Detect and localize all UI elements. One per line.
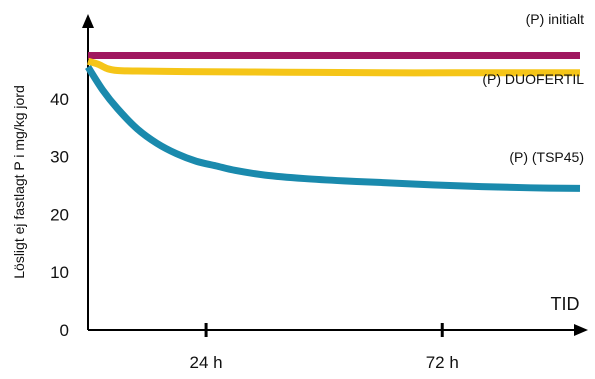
y-ticks: 0 10 20 30 40	[50, 90, 69, 340]
x-axis-label: TID	[551, 294, 580, 314]
series-layer	[85, 51, 581, 192]
y-tick-label: 10	[50, 263, 69, 282]
x-tick-label: 72 h	[426, 353, 459, 372]
series-label-duofertil: (P) DUOFERTIL	[482, 71, 584, 87]
series-line-duofertil	[87, 57, 580, 77]
series-label-initialt: (P) initialt	[526, 11, 584, 27]
y-tick-label: 0	[60, 321, 69, 340]
y-tick-label: 40	[50, 90, 69, 109]
x-tick-label: 24 h	[190, 353, 223, 372]
y-tick-label: 30	[50, 148, 69, 167]
y-axis-arrow	[82, 14, 94, 28]
axes	[82, 14, 588, 336]
series-labels: (P) initialt (P) DUOFERTIL (P) (TSP45)	[482, 11, 584, 165]
y-tick-label: 20	[50, 205, 69, 224]
x-axis-arrow	[574, 324, 588, 336]
y-axis-label: Lösligt ej fastlagt P i mg/kg jord	[11, 85, 27, 279]
series-line-tsp45	[85, 65, 581, 192]
series-label-tsp45: (P) (TSP45)	[509, 149, 584, 165]
x-ticks: 24 h 72 h	[190, 323, 459, 372]
